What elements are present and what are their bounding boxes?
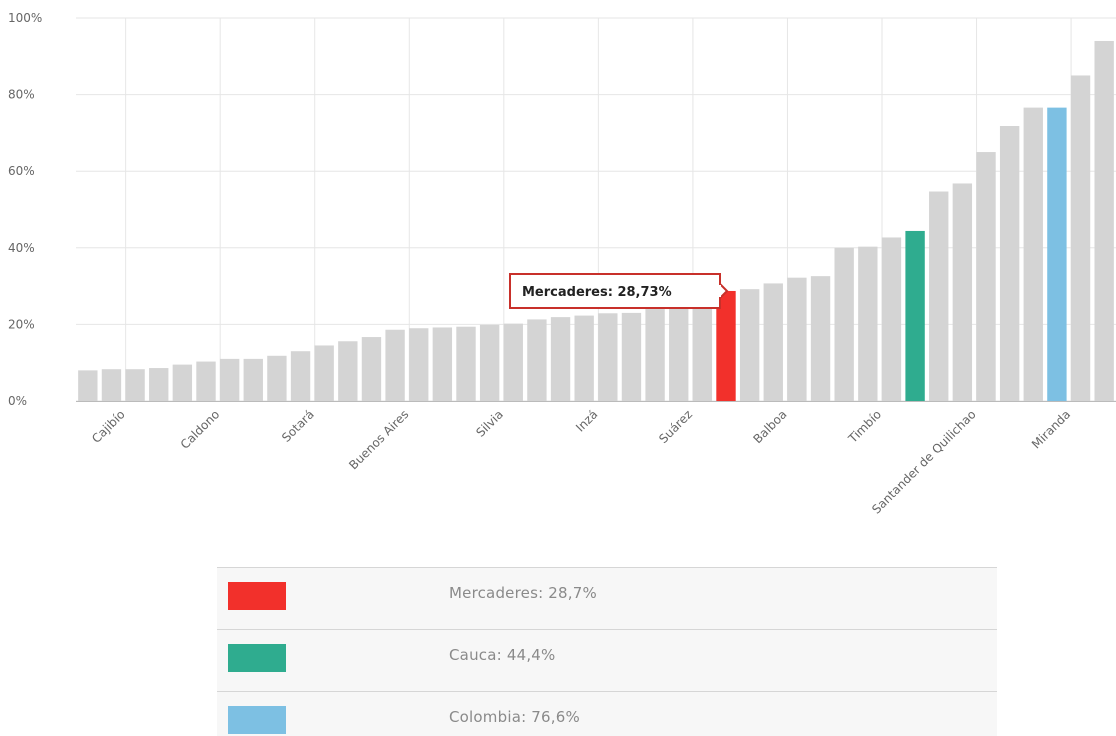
bar[interactable] xyxy=(196,361,216,401)
x-tick-label: Santander de Quilichao xyxy=(869,407,978,516)
x-tick-label: Cajibío xyxy=(89,407,128,446)
legend-label: Colombia: 76,6% xyxy=(449,708,580,726)
x-tick-label: Timbío xyxy=(845,407,884,446)
bar-cauca[interactable] xyxy=(905,230,925,401)
bar[interactable] xyxy=(881,237,902,401)
bar[interactable] xyxy=(1094,40,1114,401)
bar[interactable] xyxy=(952,183,973,401)
bar[interactable] xyxy=(267,355,287,401)
legend-swatch xyxy=(228,644,286,672)
bar[interactable] xyxy=(621,312,642,401)
bar[interactable] xyxy=(1070,75,1091,401)
bar[interactable] xyxy=(999,126,1020,402)
y-tick-label: 100% xyxy=(8,11,42,25)
bar[interactable] xyxy=(976,152,996,401)
bar[interactable] xyxy=(692,305,713,401)
x-tick-label: Caldono xyxy=(178,407,223,452)
bar[interactable] xyxy=(527,319,547,401)
bar[interactable] xyxy=(432,327,453,401)
legend-row-cauca: Cauca: 44,4% xyxy=(217,629,997,691)
bar[interactable] xyxy=(385,329,405,401)
bar[interactable] xyxy=(645,309,665,401)
tooltip-text: Mercaderes: 28,73% xyxy=(522,285,672,300)
x-tick-label: Suárez xyxy=(656,407,695,446)
legend-swatch xyxy=(228,706,286,734)
legend: Mercaderes: 28,7% Cauca: 44,4% Colombia:… xyxy=(217,567,997,736)
legend-label: Cauca: 44,4% xyxy=(449,646,556,664)
bar[interactable] xyxy=(314,345,334,401)
bar[interactable] xyxy=(787,277,807,401)
bar[interactable] xyxy=(338,341,358,401)
bar[interactable] xyxy=(101,369,122,401)
bar-mercaderes[interactable] xyxy=(716,290,736,401)
bar[interactable] xyxy=(456,326,476,401)
tooltip: Mercaderes: 28,73% xyxy=(509,273,729,309)
bar[interactable] xyxy=(834,247,854,401)
x-tick-label: Sotará xyxy=(279,407,317,445)
bar[interactable] xyxy=(858,246,878,401)
bar[interactable] xyxy=(739,289,760,401)
y-tick-label: 60% xyxy=(8,164,35,178)
y-tick-label: 0% xyxy=(8,394,27,408)
legend-label: Mercaderes: 28,7% xyxy=(449,584,597,602)
bar[interactable] xyxy=(290,351,311,401)
x-tick-label: Balboa xyxy=(751,407,790,446)
bars xyxy=(78,40,1114,402)
bar[interactable] xyxy=(810,276,831,401)
x-tick-label: Buenos Aires xyxy=(346,407,411,472)
x-tick-label: Silvia xyxy=(473,407,506,440)
bar[interactable] xyxy=(149,368,169,401)
legend-swatch xyxy=(228,582,286,610)
legend-row-mercaderes: Mercaderes: 28,7% xyxy=(217,567,997,629)
y-tick-label: 40% xyxy=(8,241,35,255)
tooltip-pointer-mask xyxy=(718,285,721,297)
bar[interactable] xyxy=(763,283,783,401)
bar-colombia[interactable] xyxy=(1047,107,1067,401)
x-tick-label: Miranda xyxy=(1029,407,1073,451)
bar[interactable] xyxy=(78,370,98,401)
bar[interactable] xyxy=(669,307,689,401)
bar[interactable] xyxy=(243,358,263,401)
bar[interactable] xyxy=(929,191,949,401)
bar[interactable] xyxy=(598,313,618,401)
bar-chart: 0% 20% 40% 60% 80% 100% Cajibío Caldono Sotará B… xyxy=(8,11,1116,517)
y-tick-label: 20% xyxy=(8,317,35,331)
y-tick-label: 80% xyxy=(8,88,35,102)
bar[interactable] xyxy=(574,315,594,401)
bar[interactable] xyxy=(219,358,240,401)
bar[interactable] xyxy=(125,369,145,401)
bar[interactable] xyxy=(550,317,571,401)
bar[interactable] xyxy=(479,324,500,401)
bar[interactable] xyxy=(409,328,429,401)
x-tick-label: Inzá xyxy=(573,407,600,434)
bar[interactable] xyxy=(172,364,193,401)
x-axis: Cajibío Caldono Sotará Buenos Aires Silvia In… xyxy=(76,401,1116,517)
bar[interactable] xyxy=(503,323,523,401)
legend-row-colombia: Colombia: 76,6% xyxy=(217,691,997,736)
y-axis: 0% 20% 40% 60% 80% 100% xyxy=(8,11,42,408)
bar[interactable] xyxy=(361,337,382,401)
bar[interactable] xyxy=(1023,107,1043,401)
